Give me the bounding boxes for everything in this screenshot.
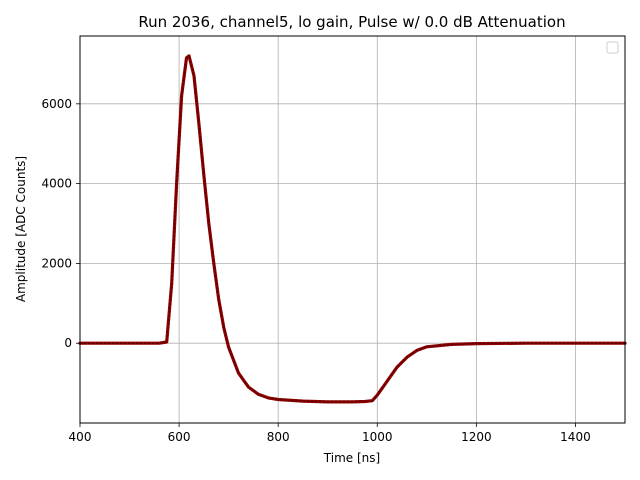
- legend-box: [606, 41, 619, 54]
- x-tick-label: 800: [267, 430, 290, 444]
- y-tick-label: 6000: [41, 97, 72, 111]
- y-tick-label: 2000: [41, 256, 72, 270]
- y-tick-label: 4000: [41, 177, 72, 191]
- ticks: 400 600 800 1000 1200 1400 0 2000 4000 6000: [41, 97, 590, 444]
- x-tick-label: 1200: [461, 430, 492, 444]
- waveform-line-overlay: [80, 55, 625, 403]
- x-tick-label: 1000: [362, 430, 393, 444]
- x-tick-label: 600: [168, 430, 191, 444]
- x-axis-label: Time [ns]: [323, 451, 380, 465]
- waveform-line: [78, 54, 627, 404]
- series-layer: [78, 54, 627, 404]
- x-tick-label: 400: [69, 430, 92, 444]
- grid: [79, 36, 625, 423]
- y-axis-label: Amplitude [ADC Counts]: [14, 156, 28, 302]
- x-tick-label: 1400: [560, 430, 591, 444]
- plot-frame: [79, 35, 626, 424]
- chart-title: Run 2036, channel5, lo gain, Pulse w/ 0.…: [138, 13, 565, 31]
- y-tick-label: 0: [64, 336, 72, 350]
